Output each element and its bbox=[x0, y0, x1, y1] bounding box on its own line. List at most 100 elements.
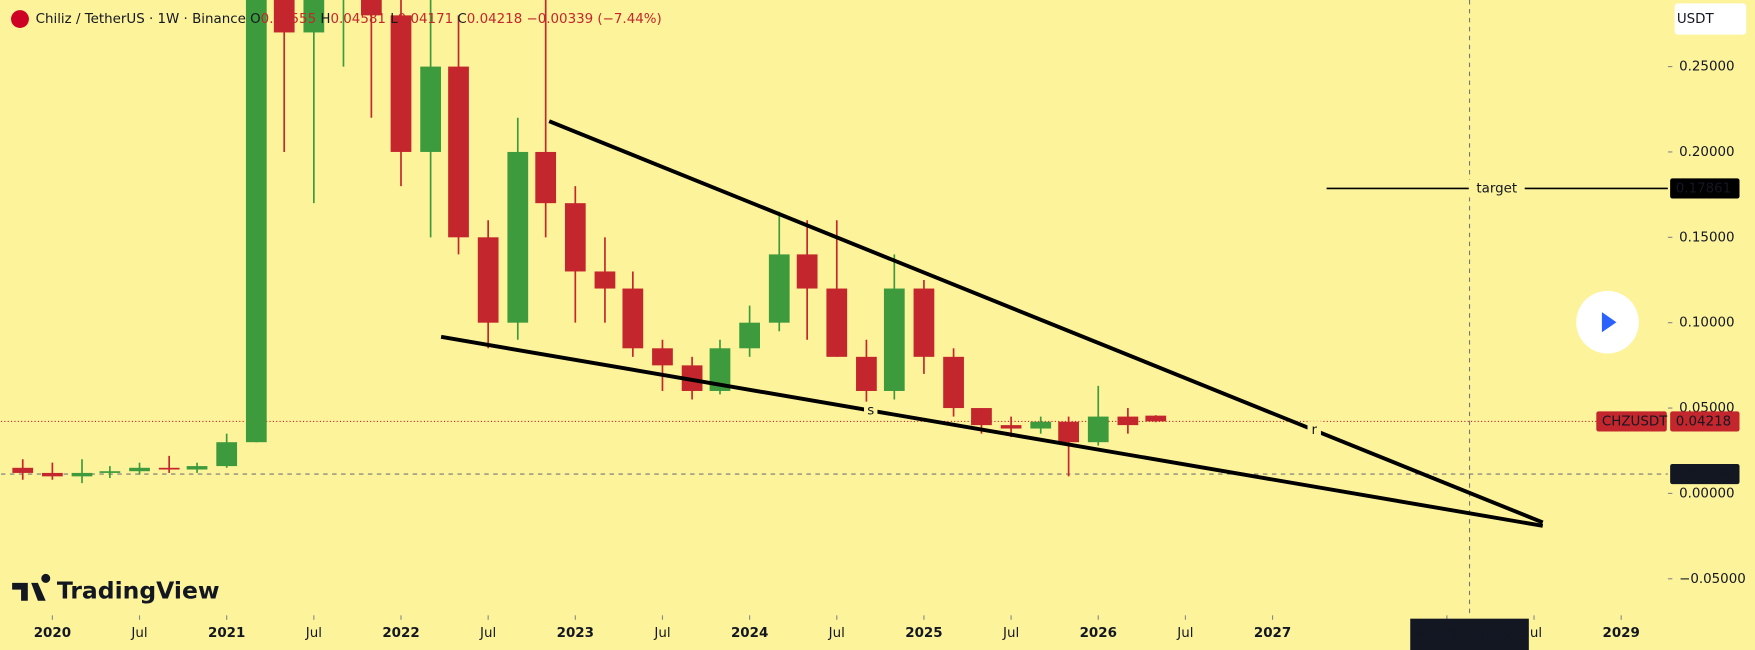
crosshair-price: 0.01133 bbox=[1676, 467, 1731, 482]
x-tick-label: 2026 bbox=[1080, 626, 1117, 641]
x-tick-label: 2021 bbox=[208, 626, 245, 641]
x-tick-label: Jul bbox=[828, 626, 845, 641]
candle-body bbox=[768, 254, 790, 323]
symbol-icon bbox=[11, 10, 29, 28]
candle-body bbox=[1117, 416, 1139, 426]
trendline-label: r bbox=[1311, 423, 1317, 438]
target-price-box bbox=[1670, 178, 1740, 199]
header-part: 0.04218 bbox=[467, 12, 522, 27]
trendline-label: s bbox=[867, 404, 874, 419]
target-label-bg bbox=[1468, 179, 1525, 198]
candle-body bbox=[622, 288, 644, 349]
header-part: C bbox=[457, 12, 466, 27]
candle-body bbox=[477, 237, 499, 323]
y-tick-label: 0.15000 bbox=[1679, 230, 1734, 245]
candle-body bbox=[535, 151, 557, 204]
y-tick-label: 0.00000 bbox=[1679, 486, 1734, 501]
crosshair-price-box bbox=[1670, 464, 1740, 485]
x-tick-label: 2022 bbox=[382, 626, 419, 641]
candle-body bbox=[1145, 415, 1167, 422]
x-tick-label: 2029 bbox=[1603, 626, 1640, 641]
symbol: CHZUSDT bbox=[1602, 414, 1668, 429]
play-icon bbox=[1601, 312, 1617, 333]
trendline-label-bg bbox=[864, 401, 878, 420]
header-part: O bbox=[250, 12, 261, 27]
candle-body bbox=[883, 288, 905, 391]
candle-body bbox=[1058, 421, 1079, 443]
candle-body bbox=[564, 203, 586, 272]
candle-body bbox=[943, 356, 964, 409]
candle-body bbox=[1030, 421, 1052, 429]
candle-body bbox=[129, 467, 150, 472]
candle-body bbox=[158, 467, 180, 470]
y-tick-label: 0.10000 bbox=[1679, 316, 1734, 331]
crosshair-date: Mon 09 Aug '27 bbox=[1417, 627, 1522, 642]
trendline bbox=[440, 334, 1544, 528]
candle-body bbox=[245, 0, 267, 443]
last-price: 0.04218 bbox=[1676, 414, 1731, 429]
y-tick-label: −0.05000 bbox=[1679, 572, 1746, 587]
plot-area: r s target bbox=[0, 0, 1668, 616]
x-tick-label: Jul bbox=[653, 626, 670, 641]
candle-body bbox=[273, 0, 295, 33]
candle-body bbox=[971, 408, 992, 426]
x-tick-label: Jul bbox=[1176, 626, 1193, 641]
x-tick-label: 2025 bbox=[905, 626, 942, 641]
header-part: H bbox=[320, 12, 330, 27]
candle-body bbox=[12, 467, 34, 473]
candle-body bbox=[594, 271, 616, 289]
header-part: (−7.44%) bbox=[597, 12, 661, 27]
candle-body bbox=[856, 356, 877, 391]
target-label: target bbox=[1476, 181, 1517, 196]
crosshair-date-box bbox=[1410, 618, 1529, 650]
x-tick-label: 2024 bbox=[731, 626, 768, 641]
y-tick-label: 0.20000 bbox=[1679, 145, 1734, 160]
candle-body bbox=[390, 15, 412, 152]
currency: USDT bbox=[1677, 12, 1715, 27]
x-tick-label: 2020 bbox=[34, 626, 71, 641]
y-tick-label: 0.25000 bbox=[1679, 60, 1734, 75]
trendline bbox=[548, 119, 1544, 525]
candle-body bbox=[507, 151, 529, 323]
brand: TradingView bbox=[57, 576, 220, 604]
header-part: L bbox=[390, 12, 398, 27]
trendline-label-bg bbox=[1307, 421, 1321, 440]
symbol-box bbox=[1596, 411, 1667, 432]
x-tick-label: Jul bbox=[1525, 626, 1542, 641]
x-tick-label: Jul bbox=[1002, 626, 1019, 641]
candle-body bbox=[303, 0, 325, 33]
candle-body bbox=[216, 442, 238, 467]
candle-body bbox=[420, 66, 442, 152]
x-tick-label: Jul bbox=[305, 626, 322, 641]
header-part: 0.04555 bbox=[261, 12, 316, 27]
candle-body bbox=[652, 348, 673, 366]
x-tick-label: 2023 bbox=[557, 626, 594, 641]
candle-body bbox=[99, 471, 121, 473]
candle-body bbox=[796, 254, 818, 289]
header-part: 0.04581 bbox=[330, 12, 385, 27]
candle-body bbox=[1087, 416, 1109, 443]
header-part: −0.00339 bbox=[527, 12, 594, 27]
header: Chiliz / TetherUS · 1W · Binance O0.0455… bbox=[36, 12, 662, 27]
candle-body bbox=[709, 348, 731, 391]
x-tick-label: 2027 bbox=[1254, 626, 1291, 641]
candle-body bbox=[360, 0, 382, 16]
header-part: 0.04171 bbox=[398, 12, 453, 27]
x-tick-label: Jul bbox=[130, 626, 147, 641]
candle-body bbox=[826, 288, 848, 357]
candle-body bbox=[739, 322, 760, 349]
candle-body bbox=[42, 472, 63, 477]
last-price-box bbox=[1670, 411, 1740, 432]
brand-logo: TradingView bbox=[12, 573, 220, 604]
candle-body bbox=[71, 472, 93, 477]
candle-body bbox=[186, 466, 208, 470]
currency-box[interactable] bbox=[1674, 3, 1747, 35]
candle-body bbox=[913, 288, 935, 357]
x-tick-label: Jul bbox=[479, 626, 496, 641]
header-part: Chiliz / TetherUS · 1W · Binance bbox=[36, 12, 246, 27]
candle-body bbox=[1000, 425, 1022, 429]
target-price: 0.17861 bbox=[1676, 181, 1731, 196]
candle-body bbox=[448, 66, 469, 238]
